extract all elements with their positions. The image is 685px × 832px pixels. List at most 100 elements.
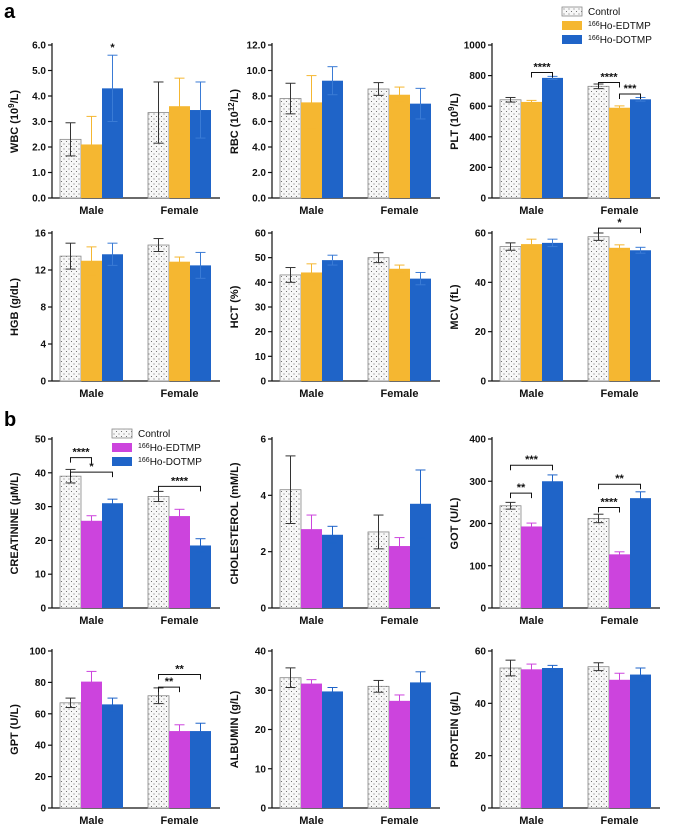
y-tick-label: 0 xyxy=(40,377,46,388)
y-tick-label: 0.0 xyxy=(32,194,46,205)
chart-wbc: 0.0 1.0 2.0 3.0 4.0 5.0 6.0 WBC (109/L) Male Fema… xyxy=(7,41,220,217)
y-tick-label: 30 xyxy=(255,303,267,314)
bar-rbc-166ho-edtmp-male xyxy=(301,102,322,198)
category-label-male: Male xyxy=(299,815,323,827)
bar-albumin-166ho-edtmp-female xyxy=(389,700,410,808)
y-tick-label: 50 xyxy=(255,253,267,264)
y-tick-label: 1000 xyxy=(464,41,487,52)
y-axis-label: GPT (U/L) xyxy=(9,704,21,755)
significance-label: ** xyxy=(615,473,624,485)
significance-bracket xyxy=(158,485,201,492)
y-axis-label: CHOLESTEROL (mM/L) xyxy=(229,462,241,584)
bar-wbc-166ho-edtmp-female xyxy=(169,106,190,198)
bar-rbc-control-female xyxy=(367,88,390,199)
chart-rbc: 0.0 2.0 4.0 6.0 8.0 10.0 12.0 RBC (1012/L) Male F… xyxy=(227,41,440,217)
chart-hgb: 0 4 8 12 16 HGB (g/dL) Male Female xyxy=(9,229,220,400)
category-label-female: Female xyxy=(601,815,639,827)
legend-swatch-ho_edtmp_b xyxy=(112,443,132,452)
y-tick-label: 60 xyxy=(35,709,47,720)
bar-albumin-control-female xyxy=(367,685,390,809)
bar-gpt-166ho-edtmp-male xyxy=(81,681,102,808)
category-label-female: Female xyxy=(161,615,199,627)
category-label-male: Male xyxy=(519,815,543,827)
bar-hct-166ho-dotmp-female xyxy=(410,278,431,381)
category-label-female: Female xyxy=(381,815,419,827)
y-tick-label: 40 xyxy=(255,278,267,289)
y-tick-label: 0 xyxy=(480,377,486,388)
y-tick-label: 400 xyxy=(469,132,486,143)
y-tick-label: 12.0 xyxy=(247,41,267,52)
significance-bracket xyxy=(598,81,620,88)
y-tick-label: 4.0 xyxy=(32,92,46,103)
category-label-male: Male xyxy=(299,615,323,627)
bar-mcv-control-male xyxy=(499,246,522,382)
y-tick-label: 0 xyxy=(40,804,46,815)
bar-hgb-control-male xyxy=(59,255,82,382)
legend-swatch-ho_dotmp xyxy=(562,35,582,44)
bar-mcv-166ho-edtmp-male xyxy=(521,244,542,381)
legend-swatch-control xyxy=(561,6,583,17)
bar-gpt-control-female xyxy=(147,695,170,809)
bar-plt-166ho-dotmp-male xyxy=(542,77,563,198)
y-tick-label: 40 xyxy=(35,741,47,752)
significance-bracket xyxy=(510,464,553,471)
significance-bracket xyxy=(158,686,180,693)
significance-bracket xyxy=(531,72,553,78)
significance-bracket xyxy=(598,227,641,234)
y-tick-label: 10 xyxy=(35,570,47,581)
significance-label: * xyxy=(617,217,622,229)
bar-albumin-166ho-dotmp-male xyxy=(322,691,343,808)
category-label-female: Female xyxy=(601,205,639,217)
legend-label-ho_edtmp_a: 166Ho-EDTMP xyxy=(588,21,651,33)
y-tick-label: 800 xyxy=(469,71,486,82)
y-tick-label: 6.0 xyxy=(32,41,46,52)
category-label-male: Male xyxy=(299,388,323,400)
bar-cholesterol-166ho-edtmp-female xyxy=(389,546,410,608)
y-tick-label: 40 xyxy=(35,468,47,479)
y-tick-label: 6 xyxy=(260,435,266,446)
y-tick-label: 8 xyxy=(40,303,46,314)
category-label-female: Female xyxy=(161,388,199,400)
bar-rbc-166ho-dotmp-male xyxy=(322,80,343,198)
bar-hgb-166ho-edtmp-male xyxy=(81,260,102,381)
significance-label: ** xyxy=(175,664,184,676)
legend-label-ho_edtmp_b: 166Ho-EDTMP xyxy=(138,443,201,455)
legend-label-control: Control xyxy=(138,429,170,440)
category-label-male: Male xyxy=(519,388,543,400)
significance-bracket xyxy=(619,93,641,99)
category-label-female: Female xyxy=(601,388,639,400)
panel-letter-a: a xyxy=(4,1,16,23)
category-label-male: Male xyxy=(79,815,103,827)
y-tick-label: 40 xyxy=(475,278,487,289)
bar-wbc-166ho-dotmp-female xyxy=(190,110,211,198)
y-tick-label: 3.0 xyxy=(32,117,46,128)
y-tick-label: 0 xyxy=(260,377,266,388)
y-tick-label: 10 xyxy=(255,764,267,775)
y-tick-label: 40 xyxy=(255,647,267,658)
bar-hgb-166ho-edtmp-female xyxy=(169,261,190,381)
y-tick-label: 80 xyxy=(35,678,47,689)
y-tick-label: 20 xyxy=(475,327,487,338)
bar-creatinine-166ho-edtmp-female xyxy=(169,516,190,608)
y-axis-label: MCV (fL) xyxy=(449,284,461,330)
bar-rbc-166ho-edtmp-female xyxy=(389,94,410,198)
category-label-female: Female xyxy=(161,205,199,217)
bar-albumin-control-male xyxy=(279,677,302,809)
y-tick-label: 600 xyxy=(469,102,486,113)
y-tick-label: 2.0 xyxy=(252,168,266,179)
y-tick-label: 200 xyxy=(469,163,486,174)
legend-panel-b: Control 166Ho-EDTMP 166Ho-DOTMP xyxy=(111,428,202,468)
category-label-female: Female xyxy=(161,815,199,827)
bar-rbc-166ho-dotmp-female xyxy=(410,103,431,198)
bar-hct-166ho-edtmp-male xyxy=(301,272,322,381)
y-tick-label: 5.0 xyxy=(32,66,46,77)
panel-letter-b: b xyxy=(4,409,16,431)
y-tick-label: 2.0 xyxy=(32,143,46,154)
bar-creatinine-166ho-dotmp-male xyxy=(102,503,123,608)
y-tick-label: 4.0 xyxy=(252,143,266,154)
bar-got-166ho-edtmp-female xyxy=(609,554,630,608)
bar-mcv-166ho-dotmp-female xyxy=(630,250,651,381)
significance-label: **** xyxy=(72,447,90,459)
y-axis-label: ALBUMIN (g/L) xyxy=(229,690,241,768)
